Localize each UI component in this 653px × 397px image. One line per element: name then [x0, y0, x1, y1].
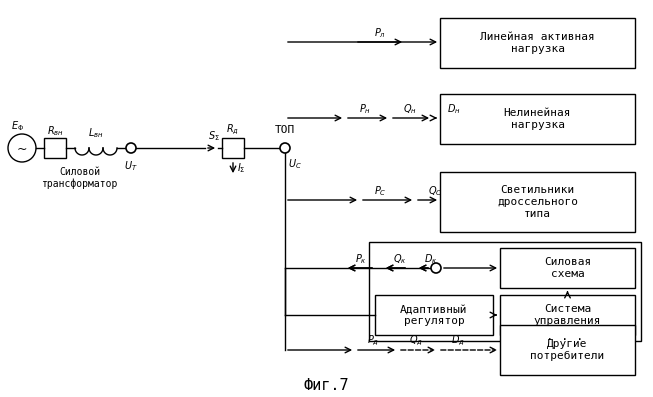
Text: . . .: . . . [547, 330, 584, 343]
Bar [222, 138, 244, 158]
Text: Нелинейная
нагрузка: Нелинейная нагрузка [503, 108, 571, 130]
Text: ~: ~ [17, 143, 27, 156]
Text: $Q_н$: $Q_н$ [403, 102, 417, 116]
Bar [369, 242, 641, 341]
Text: $Q_к$: $Q_к$ [393, 252, 407, 266]
Circle shape [126, 143, 136, 153]
Text: Линейная активная
нагрузка: Линейная активная нагрузка [480, 32, 595, 54]
Text: $P_н$: $P_н$ [359, 102, 371, 116]
Text: Силовая
схема: Силовая схема [544, 257, 591, 279]
Circle shape [280, 143, 290, 153]
Text: $D_к$: $D_к$ [424, 252, 438, 266]
Bar [500, 248, 635, 288]
Bar [440, 172, 635, 232]
Text: Фиг.7: Фиг.7 [304, 378, 349, 393]
Text: $P_л$: $P_л$ [374, 26, 386, 40]
Text: $U_T$: $U_T$ [124, 159, 138, 173]
Bar [440, 18, 635, 68]
Text: $U_C$: $U_C$ [288, 157, 302, 171]
Text: $R_д$: $R_д$ [227, 123, 240, 137]
Text: $Q_д$: $Q_д$ [409, 334, 423, 348]
Circle shape [431, 263, 441, 273]
Bar [375, 295, 493, 335]
Bar [44, 138, 66, 158]
Text: Адаптивный
регулятор: Адаптивный регулятор [400, 304, 468, 326]
Text: $P_к$: $P_к$ [355, 252, 367, 266]
Bar [500, 325, 635, 375]
Text: $E_\Phi$: $E_\Phi$ [12, 119, 25, 133]
Text: Другие
потребители: Другие потребители [530, 339, 605, 361]
Text: $S_{\Sigma}$: $S_{\Sigma}$ [208, 129, 220, 143]
Bar [500, 295, 635, 335]
Text: Силовой
трансформатор: Силовой трансформатор [42, 167, 118, 189]
Text: Светильники
дроссельного
типа: Светильники дроссельного типа [497, 185, 578, 219]
Text: $D_н$: $D_н$ [447, 102, 461, 116]
Text: $L_{вн}$: $L_{вн}$ [88, 126, 104, 140]
Text: $I_{\Sigma}$: $I_{\Sigma}$ [236, 161, 246, 175]
Text: $Q_C$: $Q_C$ [428, 184, 442, 198]
Text: ТОП: ТОП [275, 125, 295, 135]
Text: $D_д$: $D_д$ [451, 334, 465, 348]
Text: $P_д$: $P_д$ [367, 334, 379, 348]
Text: Система
управления: Система управления [534, 304, 601, 326]
Text: $P_C$: $P_C$ [374, 184, 387, 198]
Bar [440, 94, 635, 144]
Text: $R_{вн}$: $R_{вн}$ [46, 124, 63, 138]
